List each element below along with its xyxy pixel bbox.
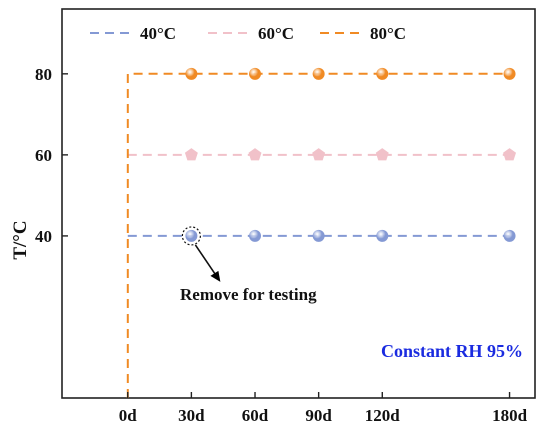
data-point-80-c — [376, 67, 389, 80]
data-point-40-c — [503, 229, 516, 242]
legend-label-40-c: 40°C — [140, 24, 176, 43]
series-60-c — [127, 148, 517, 161]
x-tick-label: 0d — [119, 406, 138, 425]
data-point-60-c — [184, 148, 198, 161]
annotation-remove-for-testing: Remove for testing — [180, 285, 317, 304]
series-40-c — [127, 229, 516, 242]
y-tick-label: 40 — [35, 227, 52, 246]
data-point-60-c — [248, 148, 262, 161]
data-point-80-c — [503, 67, 516, 80]
legend: 40°C 60°C 80°C — [90, 24, 406, 43]
data-point-60-c — [503, 148, 517, 161]
x-tick-label: 30d — [178, 406, 205, 425]
data-point-40-c — [312, 229, 325, 242]
data-point-40-c — [249, 229, 262, 242]
legend-item-40-c: 40°C — [90, 24, 176, 43]
data-point-60-c — [312, 148, 326, 161]
plot-frame — [61, 8, 536, 399]
y-tick-label: 60 — [35, 146, 52, 165]
legend-label-80-c: 80°C — [370, 24, 406, 43]
x-tick-label: 90d — [305, 406, 332, 425]
tick-layer: 0d 30d 60d 90d 120d 180d 40 60 80 — [35, 65, 528, 425]
x-tick-label: 60d — [242, 406, 269, 425]
data-point-40-c — [185, 229, 198, 242]
annotation-layer: Remove for testing Constant RH 95% — [180, 226, 523, 361]
x-tick-label: 180d — [492, 406, 528, 425]
series-80-c — [126, 67, 516, 398]
data-point-60-c — [375, 148, 389, 161]
highlight-ring — [181, 226, 201, 246]
data-point-80-c — [312, 67, 325, 80]
legend-item-60-c: 60°C — [208, 24, 294, 43]
data-point-80-c — [249, 67, 262, 80]
y-tick-label: 80 — [35, 65, 52, 84]
x-tick-label: 120d — [365, 406, 401, 425]
legend-item-80-c: 80°C — [320, 24, 406, 43]
legend-label-60-c: 60°C — [258, 24, 294, 43]
y-axis-label: T/°C — [10, 220, 31, 259]
annotation-constant-rh: Constant RH 95% — [381, 341, 523, 361]
data-point-80-c — [185, 67, 198, 80]
data-point-40-c — [376, 229, 389, 242]
annotation-arrow-head — [210, 270, 221, 282]
annotation-arrow-line — [194, 244, 218, 277]
series-layer — [126, 67, 517, 398]
